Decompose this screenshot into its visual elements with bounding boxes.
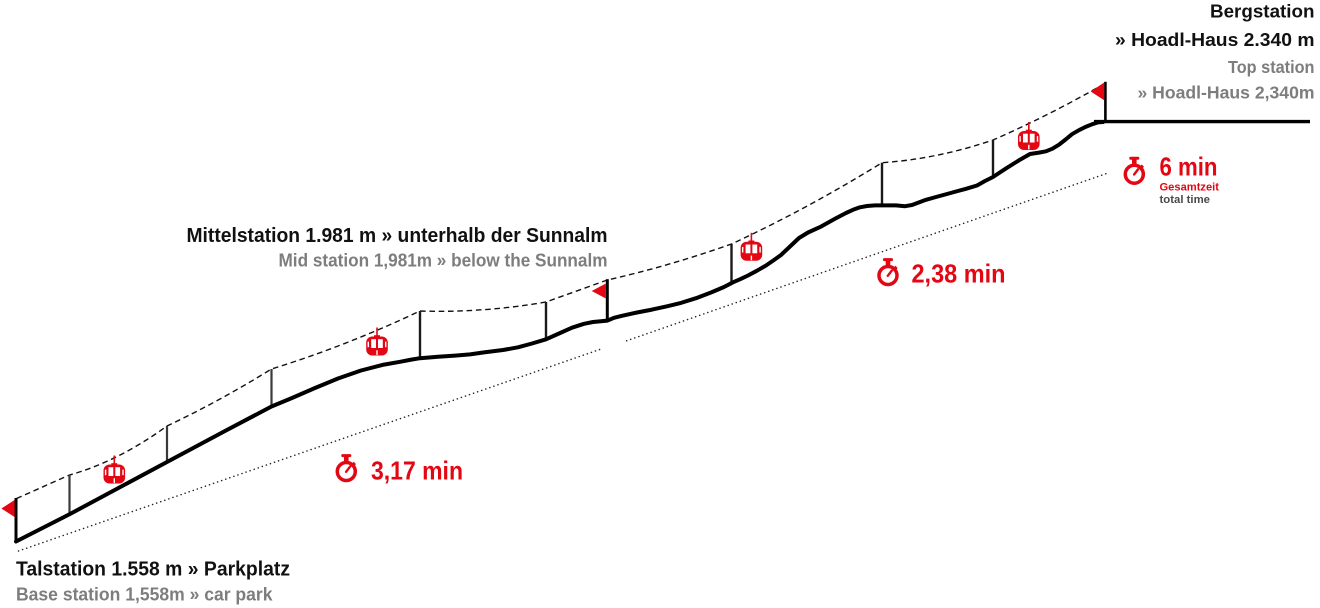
svg-text:Top station: Top station bbox=[1228, 57, 1315, 77]
svg-text:Talstation 1.558 m » Parkplatz: Talstation 1.558 m » Parkplatz bbox=[16, 558, 290, 581]
svg-text:total time: total time bbox=[1160, 194, 1211, 206]
svg-text:» Hoadl-Haus 2,340m: » Hoadl-Haus 2,340m bbox=[1138, 83, 1315, 103]
svg-text:Gesamtzeit: Gesamtzeit bbox=[1160, 181, 1220, 193]
svg-text:2,38 min: 2,38 min bbox=[912, 259, 1006, 289]
svg-text:3,17 min: 3,17 min bbox=[371, 456, 463, 486]
svg-text:Bergstation: Bergstation bbox=[1210, 2, 1315, 22]
svg-text:6 min: 6 min bbox=[1160, 152, 1218, 182]
svg-text:Base station 1,558m » car park: Base station 1,558m » car park bbox=[16, 585, 273, 605]
svg-text:Mittelstation 1.981 m » unterh: Mittelstation 1.981 m » unterhalb der Su… bbox=[187, 224, 608, 247]
svg-text:» Hoadl-Haus 2.340 m: » Hoadl-Haus 2.340 m bbox=[1115, 29, 1315, 50]
svg-text:Mid station 1,981m » below the: Mid station 1,981m » below the Sunnalm bbox=[279, 250, 608, 270]
